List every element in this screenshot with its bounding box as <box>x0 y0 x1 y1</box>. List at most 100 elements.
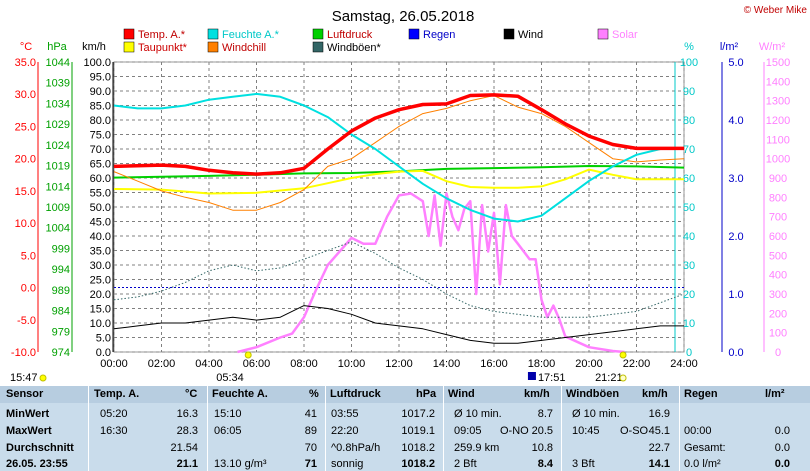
tick-label-solar_wm2: 700 <box>769 212 787 224</box>
moon-icon <box>527 372 536 380</box>
tick-label-solar_wm2: 400 <box>769 270 787 282</box>
x-tick-label: 16:00 <box>480 358 508 370</box>
rain-desc: 00:00 <box>684 425 712 437</box>
x-tick-label: 20:00 <box>575 358 603 370</box>
wind-desc: Ø 10 min. <box>454 408 502 420</box>
tick-label-wind_kmh: 5.0 <box>96 333 111 345</box>
tick-label-wind_kmh: 65.0 <box>90 159 111 171</box>
col-gust-unit: km/h <box>642 388 668 400</box>
watermark: © Weber Mike <box>744 5 808 16</box>
tick-label-solar_wm2: 500 <box>769 250 787 262</box>
axis-title-solar: W/m² <box>759 41 786 53</box>
x-tick-label: 24:00 <box>670 358 698 370</box>
tick-label-humidity_pct: 80 <box>683 115 695 127</box>
axis-title-humidity: % <box>684 41 694 53</box>
row-label: MinWert <box>6 408 50 420</box>
tick-label-wind_kmh: 0.0 <box>96 347 111 359</box>
legend-label: Wind <box>518 29 543 41</box>
tick-label-temp_c: 20.0 <box>15 154 36 166</box>
weather-chart: Samstag, 26.05.2018 © Weber Mike Temp. A… <box>10 5 808 384</box>
humidity-time: 15:10 <box>214 408 242 420</box>
col-temp-unit: °C <box>185 388 198 400</box>
wind-value: 8.7 <box>537 408 553 420</box>
col-wind-unit: km/h <box>524 388 550 400</box>
pressure-value: 1018.2 <box>401 442 435 454</box>
tick-label-temp_c: -5.0 <box>17 315 36 327</box>
gust-desc: 3 Bft <box>572 458 595 470</box>
tick-label-temp_c: 30.0 <box>15 89 36 101</box>
tick-label-pressure_hpa: 994 <box>52 264 70 276</box>
tick-label-solar_wm2: 100 <box>769 328 787 340</box>
tick-label-wind_kmh: 60.0 <box>90 173 111 185</box>
tick-label-humidity_pct: 0 <box>686 347 692 359</box>
tick-label-wind_kmh: 85.0 <box>90 101 111 113</box>
tick-label-temp_c: -10.0 <box>11 347 36 359</box>
tick-label-solar_wm2: 1100 <box>766 134 790 146</box>
tick-label-wind_kmh: 70.0 <box>90 144 111 156</box>
sunrise-icon <box>244 351 252 359</box>
tick-label-pressure_hpa: 989 <box>52 285 70 297</box>
tick-label-humidity_pct: 40 <box>683 231 695 243</box>
legend-swatch <box>312 28 324 40</box>
summary-table-header <box>0 386 810 403</box>
tick-label-temp_c: 25.0 <box>15 121 36 133</box>
gust-value: 14.1 <box>648 458 670 470</box>
x-tick-label: 14:00 <box>433 358 461 370</box>
tick-label-solar_wm2: 1400 <box>766 76 790 88</box>
legend-label: Solar <box>612 29 638 41</box>
legend-label: Regen <box>423 29 455 41</box>
legend-label: Windböen* <box>327 42 382 54</box>
tick-label-pressure_hpa: 1044 <box>46 57 70 69</box>
gust-value: 45.1 <box>648 425 670 437</box>
wind-desc: 2 Bft <box>454 458 477 470</box>
tick-label-temp_c: 35.0 <box>15 57 36 69</box>
tick-label-solar_wm2: 900 <box>769 173 787 185</box>
chart-series <box>113 92 685 354</box>
legend-swatch <box>123 28 135 40</box>
gust-desc: 10:45 <box>572 425 600 437</box>
time-markers: 15:47 05:34 17:51 21:21 <box>10 351 627 384</box>
tick-label-rain_lm2: 0.0 <box>728 347 743 359</box>
axis-title-rain: l/m² <box>720 41 739 53</box>
sunset-icon <box>619 351 627 359</box>
series-wind <box>113 305 684 344</box>
legend-swatch <box>207 41 219 53</box>
gust-value: 16.9 <box>648 408 670 420</box>
legend-label: Taupunkt* <box>138 42 188 54</box>
tick-label-pressure_hpa: 1009 <box>46 202 70 214</box>
chart-legend: Temp. A.* Feuchte A.* Luftdruck Regen Wind So… <box>123 28 638 54</box>
tick-label-wind_kmh: 95.0 <box>90 72 111 84</box>
tick-label-rain_lm2: 2.0 <box>728 231 743 243</box>
wind-value: 10.8 <box>531 442 553 454</box>
gust-direction: O-SO <box>620 425 649 437</box>
humidity-value: 41 <box>304 408 317 420</box>
axis-title-pressure: hPa <box>47 41 67 53</box>
tick-label-humidity_pct: 100 <box>680 57 698 69</box>
tick-label-wind_kmh: 30.0 <box>90 260 111 272</box>
rain-value: 0.0 <box>774 442 790 454</box>
pressure-time: ^0.8hPa/h <box>331 442 381 454</box>
col-wind: Wind <box>448 388 475 400</box>
tick-label-wind_kmh: 80.0 <box>90 115 111 127</box>
tick-label-solar_wm2: 0 <box>775 347 781 359</box>
tick-label-solar_wm2: 300 <box>769 289 787 301</box>
wind-value: 8.4 <box>537 458 553 470</box>
tick-label-solar_wm2: 1500 <box>766 57 790 69</box>
col-humidity: Feuchte A. <box>212 388 268 400</box>
col-pressure: Luftdruck <box>330 388 381 400</box>
col-gust: Windböen <box>566 388 620 400</box>
axis-title-temp: °C <box>20 41 32 53</box>
rain-desc: 0.0 l/m² <box>684 458 721 470</box>
tick-label-pressure_hpa: 979 <box>52 326 70 338</box>
tick-label-solar_wm2: 200 <box>769 308 787 320</box>
temp-value: 21.1 <box>176 458 198 470</box>
left-time: 15:47 <box>10 372 38 384</box>
solar-noon-time: 17:51 <box>538 372 566 384</box>
humidity-time: 06:05 <box>214 425 242 437</box>
x-tick-label: 22:00 <box>623 358 651 370</box>
tick-label-wind_kmh: 25.0 <box>90 275 111 287</box>
legend-label: Temp. A.* <box>138 29 186 41</box>
tick-label-temp_c: 0.0 <box>21 283 36 295</box>
tick-label-wind_kmh: 10.0 <box>90 318 111 330</box>
tick-label-wind_kmh: 100.0 <box>83 57 111 69</box>
